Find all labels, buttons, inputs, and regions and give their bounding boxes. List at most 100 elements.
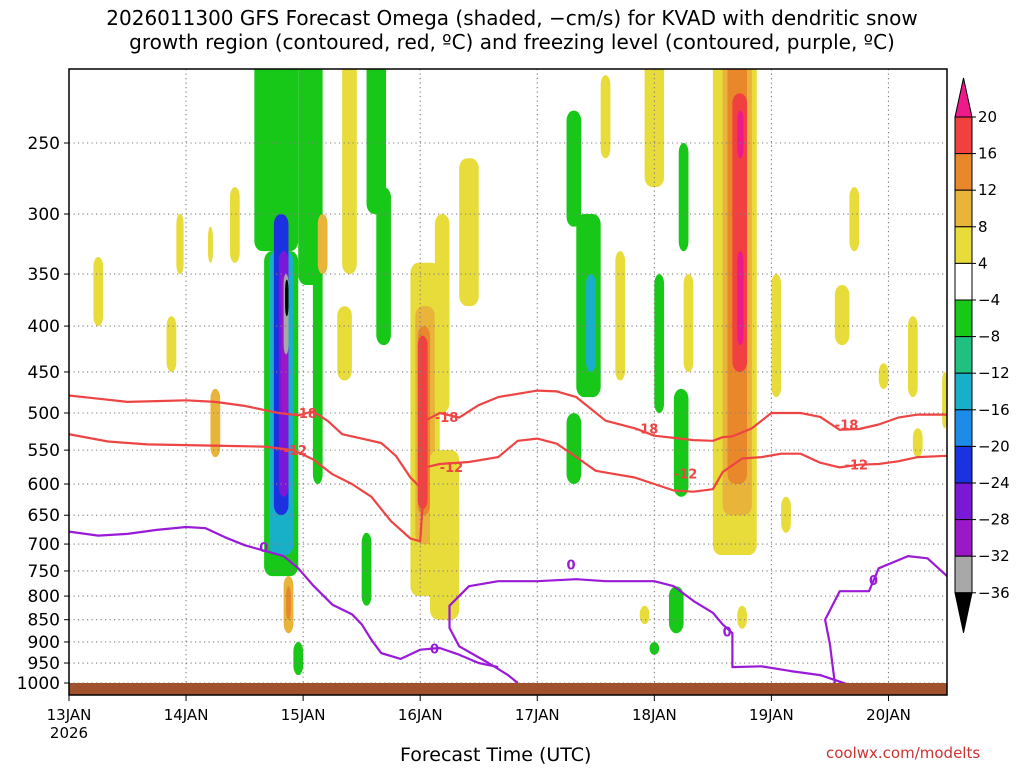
omega-cell-22 bbox=[328, 0, 352, 56]
colorbar-label-13: −36 bbox=[978, 584, 1010, 602]
omega-cell-23 bbox=[342, 69, 357, 275]
dendritic-contour-label-0-3: -18 bbox=[835, 419, 859, 434]
colorbar-swatch-6 bbox=[954, 299, 973, 338]
omega-cell-67 bbox=[878, 363, 889, 389]
colorbar-top-arrow bbox=[954, 77, 973, 118]
dendritic-contour-label-0-1: -18 bbox=[435, 411, 459, 426]
omega-cell-26 bbox=[366, 69, 387, 215]
omega-cell-47 bbox=[654, 274, 665, 413]
omega-cell-13 bbox=[285, 279, 289, 317]
colorbar-label-12: −32 bbox=[978, 547, 1010, 565]
colorbar-label-2: 12 bbox=[978, 181, 997, 199]
omega-cell-59 bbox=[737, 110, 744, 159]
y-tick-label-350: 350 bbox=[28, 265, 60, 285]
colorbar-swatch-11 bbox=[954, 482, 973, 521]
colorbar-swatch-13 bbox=[954, 555, 973, 594]
freezing-contour-label-2-3: 0 bbox=[723, 625, 732, 640]
freezing-contour-3 bbox=[448, 578, 850, 686]
y-tick-label-450: 450 bbox=[28, 363, 60, 383]
colorbar-swatch-12 bbox=[954, 519, 973, 557]
omega-cell-4 bbox=[208, 226, 213, 263]
omega-cell-6 bbox=[254, 69, 299, 252]
omega-cell-28 bbox=[361, 532, 372, 606]
omega-cell-48 bbox=[678, 143, 689, 252]
colorbar-swatch-3 bbox=[954, 189, 973, 228]
credit-link[interactable]: coolwx.com/modelts bbox=[826, 744, 981, 762]
dendritic-contour-label-1-1: -12 bbox=[440, 461, 464, 476]
omega-cell-2 bbox=[176, 214, 184, 275]
colorbar-label-6: −8 bbox=[978, 328, 1000, 346]
omega-cell-60 bbox=[737, 251, 744, 346]
omega-cell-69 bbox=[912, 428, 923, 458]
y-tick-label-850: 850 bbox=[28, 611, 60, 631]
omega-cell-43 bbox=[566, 413, 582, 485]
omega-cell-68 bbox=[907, 316, 918, 398]
y-tick-label-600: 600 bbox=[28, 475, 60, 495]
x-tick-label-0: 13JAN bbox=[47, 706, 92, 724]
x-tick-label-96: 17JAN bbox=[515, 706, 560, 724]
chart-title-line-2: growth region (contoured, red, ºC) and f… bbox=[129, 30, 895, 54]
temperature-contours bbox=[69, 389, 947, 689]
pressure-axis: 2503003504004505005506006507007508008509… bbox=[17, 134, 69, 694]
omega-cell-33 bbox=[434, 214, 450, 413]
omega-cell-39 bbox=[576, 0, 586, 56]
omega-cell-40 bbox=[566, 110, 582, 227]
colorbar-label-1: 16 bbox=[978, 145, 997, 163]
omega-cell-25 bbox=[347, 15, 362, 56]
omega-cell-37 bbox=[508, 0, 518, 56]
freezing-contour-label-2-4: 0 bbox=[869, 574, 878, 589]
y-tick-label-650: 650 bbox=[28, 506, 60, 526]
colorbar-swatch-10 bbox=[954, 445, 973, 484]
y-tick-label-1000: 1000 bbox=[17, 674, 60, 694]
chart-title: 2026011300 GFS Forecast Omega (shaded, −… bbox=[0, 6, 1024, 54]
y-tick-label-550: 550 bbox=[28, 441, 60, 461]
x-axis-title: Forecast Time (UTC) bbox=[400, 744, 592, 766]
dendritic-contour-label-1-0: -12 bbox=[284, 444, 308, 459]
x-tick-label-120: 18JAN bbox=[632, 706, 677, 724]
omega-cell-17 bbox=[229, 187, 240, 263]
colorbar-swatch-8 bbox=[954, 372, 973, 411]
colorbar-label-7: −12 bbox=[978, 364, 1010, 382]
y-tick-label-700: 700 bbox=[28, 535, 60, 555]
dendritic-contour-1 bbox=[69, 433, 947, 543]
y-tick-label-900: 900 bbox=[28, 633, 60, 653]
omega-cell-50 bbox=[673, 388, 689, 497]
colorbar-swatch-5 bbox=[954, 262, 973, 301]
colorbar-bottom-arrow bbox=[954, 592, 973, 633]
chart-title-line-1: 2026011300 GFS Forecast Omega (shaded, −… bbox=[106, 6, 918, 30]
colorbar-swatch-1 bbox=[954, 116, 973, 155]
y-tick-label-950: 950 bbox=[28, 654, 60, 674]
omega-cell-61 bbox=[737, 605, 748, 629]
omega-cell-36 bbox=[459, 158, 479, 307]
y-tick-label-400: 400 bbox=[28, 317, 60, 337]
x-tick-label-72: 16JAN bbox=[398, 706, 443, 724]
colorbar-label-9: −20 bbox=[978, 437, 1010, 455]
x-tick-label-168: 20JAN bbox=[866, 706, 911, 724]
omega-cell-3 bbox=[166, 316, 177, 372]
omega-cell-15 bbox=[286, 586, 291, 620]
plot-frame bbox=[68, 68, 948, 696]
colorbar-swatch-9 bbox=[954, 409, 973, 447]
dendritic-contour-0 bbox=[69, 389, 947, 489]
omega-cell-64 bbox=[752, 0, 762, 56]
omega-cell-5 bbox=[249, 0, 288, 15]
colorbar-label-0: 20 bbox=[978, 108, 997, 126]
omega-cell-51 bbox=[668, 586, 684, 634]
y-tick-label-300: 300 bbox=[28, 205, 60, 225]
y-tick-label-500: 500 bbox=[28, 404, 60, 424]
omega-cell-20 bbox=[317, 214, 328, 275]
ground-strip bbox=[69, 683, 947, 695]
colorbar-label-10: −24 bbox=[978, 474, 1010, 492]
plot-background bbox=[69, 69, 947, 695]
colorbar-label-5: −4 bbox=[978, 291, 1000, 309]
dendritic-contour-label-1-3: -12 bbox=[845, 459, 869, 474]
colorbar-swatch-4 bbox=[954, 226, 973, 264]
omega-cell-62 bbox=[771, 274, 782, 398]
grid-lines bbox=[69, 69, 947, 695]
omega-cell-45 bbox=[615, 251, 626, 381]
freezing-contour-4 bbox=[824, 555, 947, 689]
y-tick-label-800: 800 bbox=[28, 587, 60, 607]
colorbar-swatch-2 bbox=[954, 153, 973, 191]
